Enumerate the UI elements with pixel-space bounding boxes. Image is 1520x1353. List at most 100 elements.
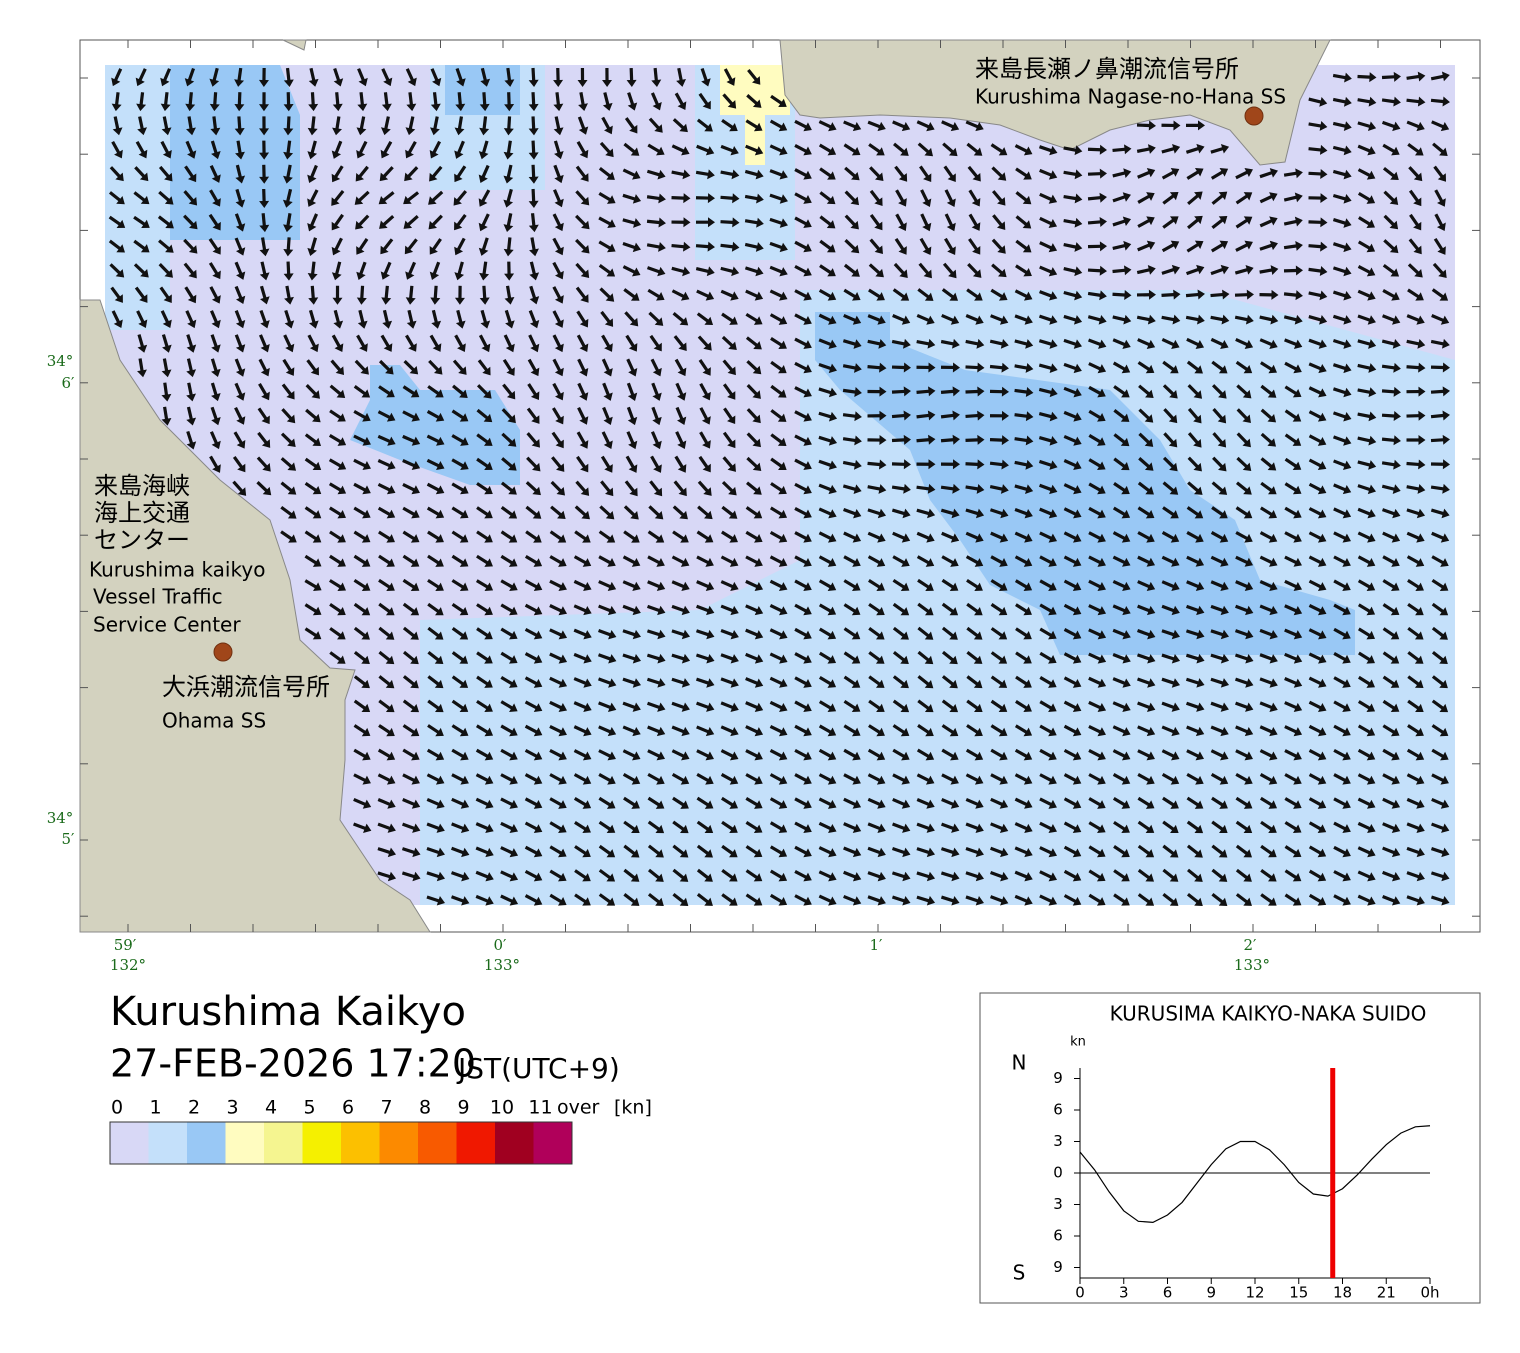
current-arrow	[940, 410, 960, 421]
current-arrow	[1136, 629, 1156, 640]
current-arrow	[1308, 386, 1327, 398]
current-arrow	[283, 164, 293, 184]
current-arrow	[965, 434, 985, 445]
current-arrow	[1358, 627, 1376, 640]
current-arrow	[210, 116, 221, 136]
current-arrow	[1260, 361, 1277, 374]
current-arrow	[648, 117, 663, 133]
current-arrow	[965, 555, 984, 567]
current-arrow	[722, 93, 737, 109]
current-arrow	[377, 847, 397, 858]
current-arrow	[528, 310, 540, 329]
current-arrow	[133, 239, 150, 253]
current-arrow	[1382, 603, 1400, 616]
current-arrow	[111, 92, 122, 112]
current-arrow	[625, 455, 638, 473]
current-arrow	[695, 677, 715, 688]
current-arrow	[794, 458, 812, 471]
current-arrow	[769, 217, 788, 228]
current-arrow	[377, 459, 396, 470]
current-arrow	[648, 311, 664, 326]
current-arrow	[158, 239, 174, 253]
current-arrow	[186, 406, 197, 426]
current-arrow	[1162, 481, 1179, 495]
current-arrow	[696, 289, 715, 301]
current-arrow	[1407, 724, 1424, 737]
current-arrow	[1235, 481, 1252, 495]
current-arrow	[1357, 555, 1376, 567]
current-arrow	[965, 314, 984, 325]
current-arrow	[427, 724, 444, 737]
current-arrow	[307, 164, 318, 184]
current-arrow	[480, 309, 491, 329]
current-arrow	[672, 530, 689, 543]
current-arrow	[843, 555, 861, 567]
current-arrow	[553, 67, 564, 87]
current-arrow	[476, 506, 493, 519]
current-arrow	[426, 410, 445, 422]
current-arrow	[1088, 797, 1106, 809]
current-arrow	[1235, 868, 1252, 882]
current-arrow	[943, 165, 956, 182]
current-arrow	[867, 531, 886, 543]
current-arrow	[941, 288, 959, 301]
current-arrow	[1260, 408, 1277, 423]
current-arrow	[1210, 337, 1229, 350]
current-arrow	[1308, 555, 1327, 567]
current-arrow	[1357, 240, 1376, 253]
current-arrow	[551, 431, 564, 449]
current-arrow	[161, 358, 172, 378]
current-arrow	[1210, 555, 1229, 567]
current-arrow	[1185, 629, 1205, 640]
current-arrow	[549, 652, 568, 664]
current-arrow	[1308, 97, 1328, 107]
current-arrow	[380, 116, 391, 136]
current-arrow	[646, 677, 666, 688]
current-arrow	[353, 458, 371, 471]
current-arrow	[919, 237, 932, 256]
center-label: センター	[94, 526, 190, 554]
current-arrow	[186, 334, 197, 353]
current-arrow	[1136, 653, 1156, 664]
current-arrow	[598, 555, 616, 567]
current-arrow	[186, 382, 196, 402]
current-arrow	[357, 309, 368, 329]
current-arrow	[1087, 241, 1107, 252]
current-arrow	[1357, 168, 1376, 180]
current-arrow	[598, 868, 616, 882]
current-arrow	[1210, 653, 1230, 664]
current-arrow	[1112, 725, 1131, 737]
current-arrow	[769, 869, 788, 882]
current-arrow	[1137, 192, 1155, 204]
current-arrow	[671, 289, 690, 301]
current-arrow	[1038, 435, 1058, 446]
current-arrow	[528, 67, 539, 87]
current-arrow	[1333, 459, 1352, 470]
current-arrow	[552, 286, 564, 304]
current-arrow	[451, 530, 469, 543]
current-arrow	[1162, 796, 1179, 809]
current-arrow	[917, 602, 934, 616]
current-arrow	[1112, 628, 1131, 640]
current-arrow	[1186, 725, 1205, 737]
current-arrow	[1409, 213, 1422, 231]
current-arrow	[895, 213, 907, 231]
current-arrow	[623, 844, 640, 858]
current-arrow	[1381, 386, 1401, 397]
current-arrow	[623, 288, 640, 301]
current-arrow	[720, 749, 739, 761]
current-arrow	[1259, 531, 1278, 543]
current-arrow	[549, 579, 567, 592]
current-arrow	[869, 238, 883, 255]
current-arrow	[1357, 411, 1377, 422]
current-arrow	[454, 165, 467, 183]
current-arrow	[1137, 820, 1155, 834]
current-arrow	[794, 531, 812, 543]
current-arrow	[550, 505, 566, 520]
current-arrow	[1308, 338, 1327, 349]
current-arrow	[1136, 677, 1156, 688]
current-arrow	[1039, 579, 1057, 592]
current-arrow	[426, 506, 445, 519]
current-arrow	[794, 676, 812, 688]
current-arrow	[722, 359, 736, 376]
